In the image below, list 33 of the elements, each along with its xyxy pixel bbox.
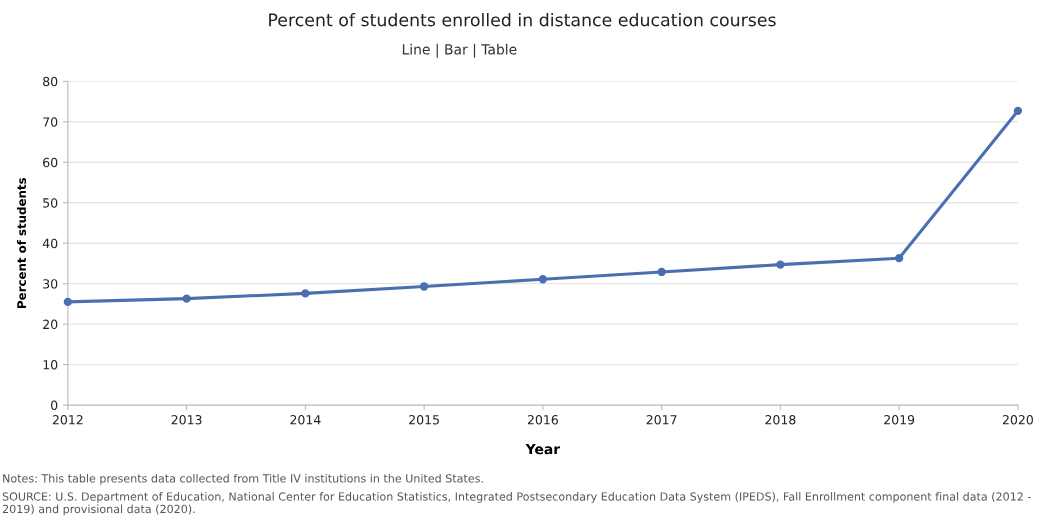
x-tick-label: 2020 [1002,415,1033,425]
x-tick-label: 2012 [52,415,83,425]
y-tick-label: 40 [42,238,58,249]
point [776,260,785,269]
x-tick-label: 2013 [171,415,202,425]
y-tick-label: 50 [43,198,58,208]
y-tick-label: 30 [43,279,58,289]
y-tick-label: 80 [43,76,58,87]
y-tick-label: 20 [43,319,58,330]
chart-title: Percent of students enrolled in distance education courses [269,12,776,27]
source-note: SOURCE: U.S. Department of Education, National Center for Education Statistics, Integrated Postsecondary Education Data System (IPEDS), Fall Enrollment component final data (2012 - 2019) and provisional data (2020). [2,492,1031,516]
x-tick-label: 2018 [765,415,796,425]
text: Line | Bar | Table [402,43,517,58]
x-tick-label: 2017 [646,415,677,425]
x-tick-label: 2014 [290,415,321,425]
point [538,275,548,284]
point [657,267,666,277]
y-axis-title: Percent of students [16,177,27,308]
x-tick-label: 2016 [527,415,558,425]
text: Notes: This table presents data collected from Title IV institutions in the United States. [3,473,483,485]
x-tick-label: 2015 [409,415,439,425]
y-tick-label: 10 [43,360,58,370]
y-tick-label: 70 [43,117,58,127]
x-tick-label: 2019 [884,415,915,425]
y-tick-label: 60 [43,157,58,168]
point [419,282,429,291]
point [301,289,310,298]
point [63,297,73,307]
point [894,254,904,263]
point [1013,106,1023,116]
point [182,294,191,303]
y-tick-label: 0 [51,400,58,410]
x-axis-title: Year [525,443,561,455]
